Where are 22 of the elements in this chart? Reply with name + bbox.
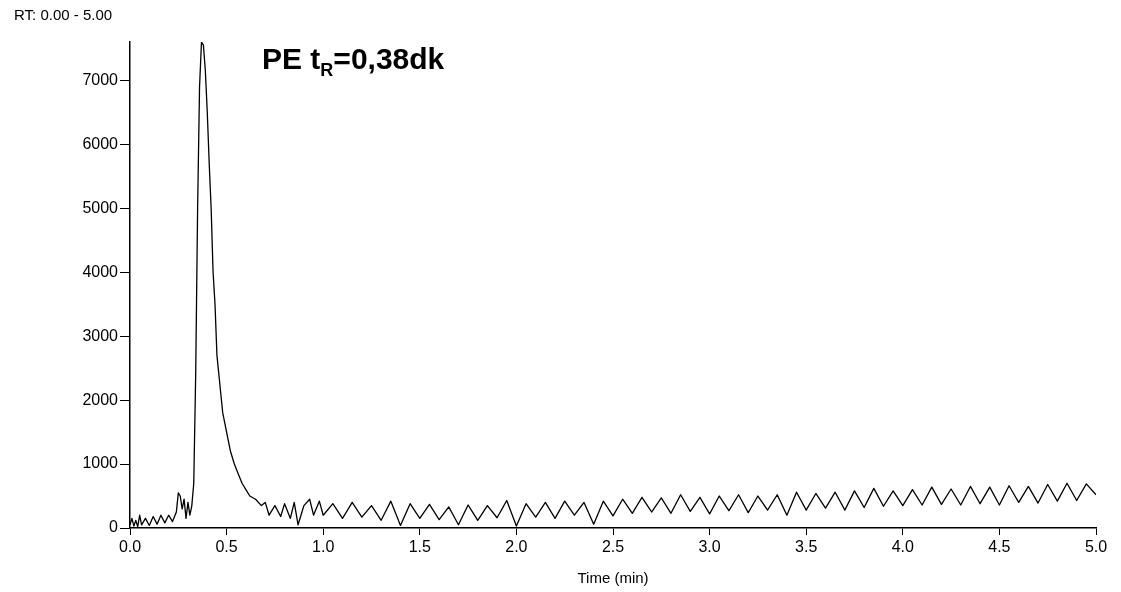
x-tick-label: 1.0 bbox=[312, 538, 335, 556]
y-tick-label: 6000 bbox=[82, 134, 119, 152]
y-tick-label: 0 bbox=[109, 518, 119, 536]
y-tick-label: 5000 bbox=[82, 198, 119, 216]
x-tick-label: 5.0 bbox=[1084, 538, 1108, 556]
x-tick-label: 1.5 bbox=[408, 538, 432, 556]
y-tick-label: 4000 bbox=[82, 262, 119, 280]
y-tick-label: 2000 bbox=[82, 390, 119, 408]
annotation: PE t$_{R}$=0,38dk bbox=[262, 42, 445, 81]
chart-subtitle: RT: 0.00 - 5.00 bbox=[14, 6, 113, 23]
x-tick-label: 0.5 bbox=[215, 538, 238, 556]
x-tick-label: 2.0 bbox=[505, 538, 528, 556]
x-tick-label: 3.0 bbox=[698, 538, 721, 556]
x-tick-label: 3.5 bbox=[795, 538, 818, 556]
y-tick-label: 7000 bbox=[82, 70, 119, 88]
x-tick-label: 4.5 bbox=[988, 538, 1011, 556]
x-tick-label: 2.5 bbox=[601, 538, 625, 556]
x-tick-label: 0.0 bbox=[118, 538, 142, 556]
y-tick-label: 3000 bbox=[82, 326, 119, 344]
x-axis-title: Time (min) bbox=[577, 569, 649, 587]
x-tick-label: 4.0 bbox=[891, 538, 915, 556]
y-tick-label: 1000 bbox=[82, 454, 119, 472]
